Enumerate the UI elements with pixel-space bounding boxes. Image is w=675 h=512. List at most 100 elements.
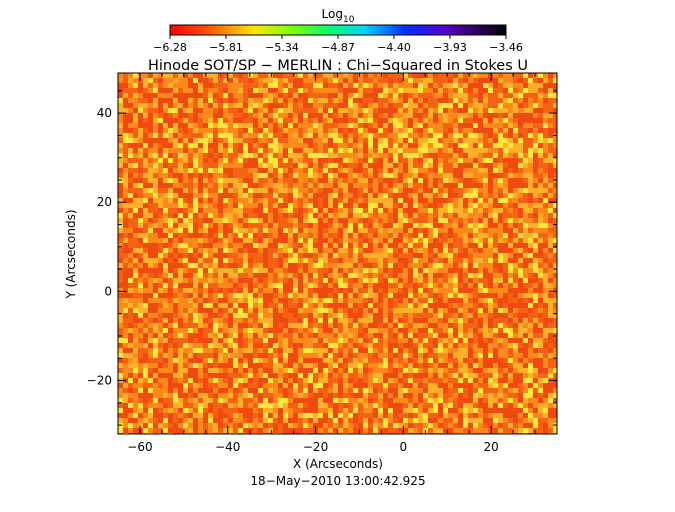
heatmap-cell <box>218 188 223 193</box>
heatmap-cell <box>483 233 488 238</box>
heatmap-cell <box>118 148 123 153</box>
heatmap-cell <box>198 413 203 418</box>
heatmap-cell <box>153 428 158 433</box>
heatmap-cell <box>388 308 393 313</box>
heatmap-cell <box>353 198 358 203</box>
heatmap-cell <box>348 133 353 138</box>
heatmap-cell <box>353 363 358 368</box>
heatmap-cell <box>253 258 258 263</box>
heatmap-cell <box>368 78 373 83</box>
heatmap-cell <box>303 323 308 328</box>
heatmap-cell <box>363 308 368 313</box>
heatmap-cell <box>168 223 173 228</box>
heatmap-cell <box>133 198 138 203</box>
heatmap-cell <box>208 188 213 193</box>
heatmap-cell <box>128 243 133 248</box>
heatmap-cell <box>368 348 373 353</box>
heatmap-cell <box>263 108 268 113</box>
heatmap-cell <box>173 418 178 423</box>
heatmap-cell <box>483 383 488 388</box>
heatmap-cell <box>228 283 233 288</box>
heatmap-cell <box>318 268 323 273</box>
heatmap-cell <box>493 278 498 283</box>
heatmap-cell <box>213 203 218 208</box>
heatmap-cell <box>533 238 538 243</box>
heatmap-cell <box>403 178 408 183</box>
heatmap-cell <box>348 318 353 323</box>
heatmap-cell <box>403 158 408 163</box>
heatmap-cell <box>373 348 378 353</box>
heatmap-cell <box>528 288 533 293</box>
heatmap-cell <box>233 378 238 383</box>
heatmap-cell <box>383 343 388 348</box>
heatmap-cell <box>543 248 548 253</box>
heatmap-cell <box>353 123 358 128</box>
heatmap-cell <box>408 238 413 243</box>
heatmap-cell <box>463 293 468 298</box>
heatmap-cell <box>393 313 398 318</box>
heatmap-cell <box>133 343 138 348</box>
heatmap-cell <box>138 423 143 428</box>
heatmap-cell <box>173 163 178 168</box>
heatmap-cell <box>503 338 508 343</box>
heatmap-cell <box>298 138 303 143</box>
heatmap-cell <box>313 208 318 213</box>
heatmap-cell <box>423 103 428 108</box>
heatmap-cell <box>533 93 538 98</box>
heatmap-cell <box>418 238 423 243</box>
heatmap-cell <box>213 273 218 278</box>
heatmap-cell <box>368 198 373 203</box>
heatmap-cell <box>308 298 313 303</box>
heatmap-cell <box>383 158 388 163</box>
heatmap-cell <box>408 178 413 183</box>
heatmap-cell <box>218 128 223 133</box>
heatmap-cell <box>143 103 148 108</box>
heatmap-cell <box>313 238 318 243</box>
heatmap-cell <box>468 188 473 193</box>
heatmap-cell <box>418 423 423 428</box>
heatmap-cell <box>458 88 463 93</box>
heatmap-cell <box>133 278 138 283</box>
heatmap-cell <box>393 148 398 153</box>
heatmap-cell <box>228 428 233 433</box>
heatmap-cell <box>498 73 503 78</box>
heatmap-cell <box>178 203 183 208</box>
heatmap-cell <box>463 303 468 308</box>
heatmap-cell <box>343 143 348 148</box>
heatmap-cell <box>373 253 378 258</box>
heatmap-cell <box>283 103 288 108</box>
heatmap-cell <box>413 308 418 313</box>
heatmap-cell <box>413 323 418 328</box>
heatmap-cell <box>388 323 393 328</box>
heatmap-cell <box>253 328 258 333</box>
heatmap-cell <box>463 238 468 243</box>
heatmap-cell <box>548 233 553 238</box>
heatmap-cell <box>523 298 528 303</box>
heatmap-cell <box>523 428 528 433</box>
heatmap-cell <box>143 323 148 328</box>
heatmap-cell <box>123 393 128 398</box>
heatmap-cell <box>418 168 423 173</box>
heatmap-cell <box>518 328 523 333</box>
heatmap-cell <box>348 293 353 298</box>
heatmap-cell <box>188 178 193 183</box>
heatmap-cell <box>268 93 273 98</box>
heatmap-cell <box>273 403 278 408</box>
heatmap-cell <box>253 168 258 173</box>
heatmap-cell <box>488 388 493 393</box>
heatmap-cell <box>498 278 503 283</box>
heatmap-cell <box>503 288 508 293</box>
heatmap-cell <box>198 203 203 208</box>
heatmap-cell <box>373 428 378 433</box>
heatmap-cell <box>488 403 493 408</box>
heatmap-cell <box>273 113 278 118</box>
heatmap-cell <box>318 138 323 143</box>
heatmap-cell <box>213 268 218 273</box>
heatmap-cell <box>188 243 193 248</box>
heatmap-cell <box>198 348 203 353</box>
heatmap-cell <box>343 168 348 173</box>
heatmap-cell <box>453 303 458 308</box>
heatmap-cell <box>328 408 333 413</box>
heatmap-cell <box>463 278 468 283</box>
heatmap-cell <box>443 203 448 208</box>
